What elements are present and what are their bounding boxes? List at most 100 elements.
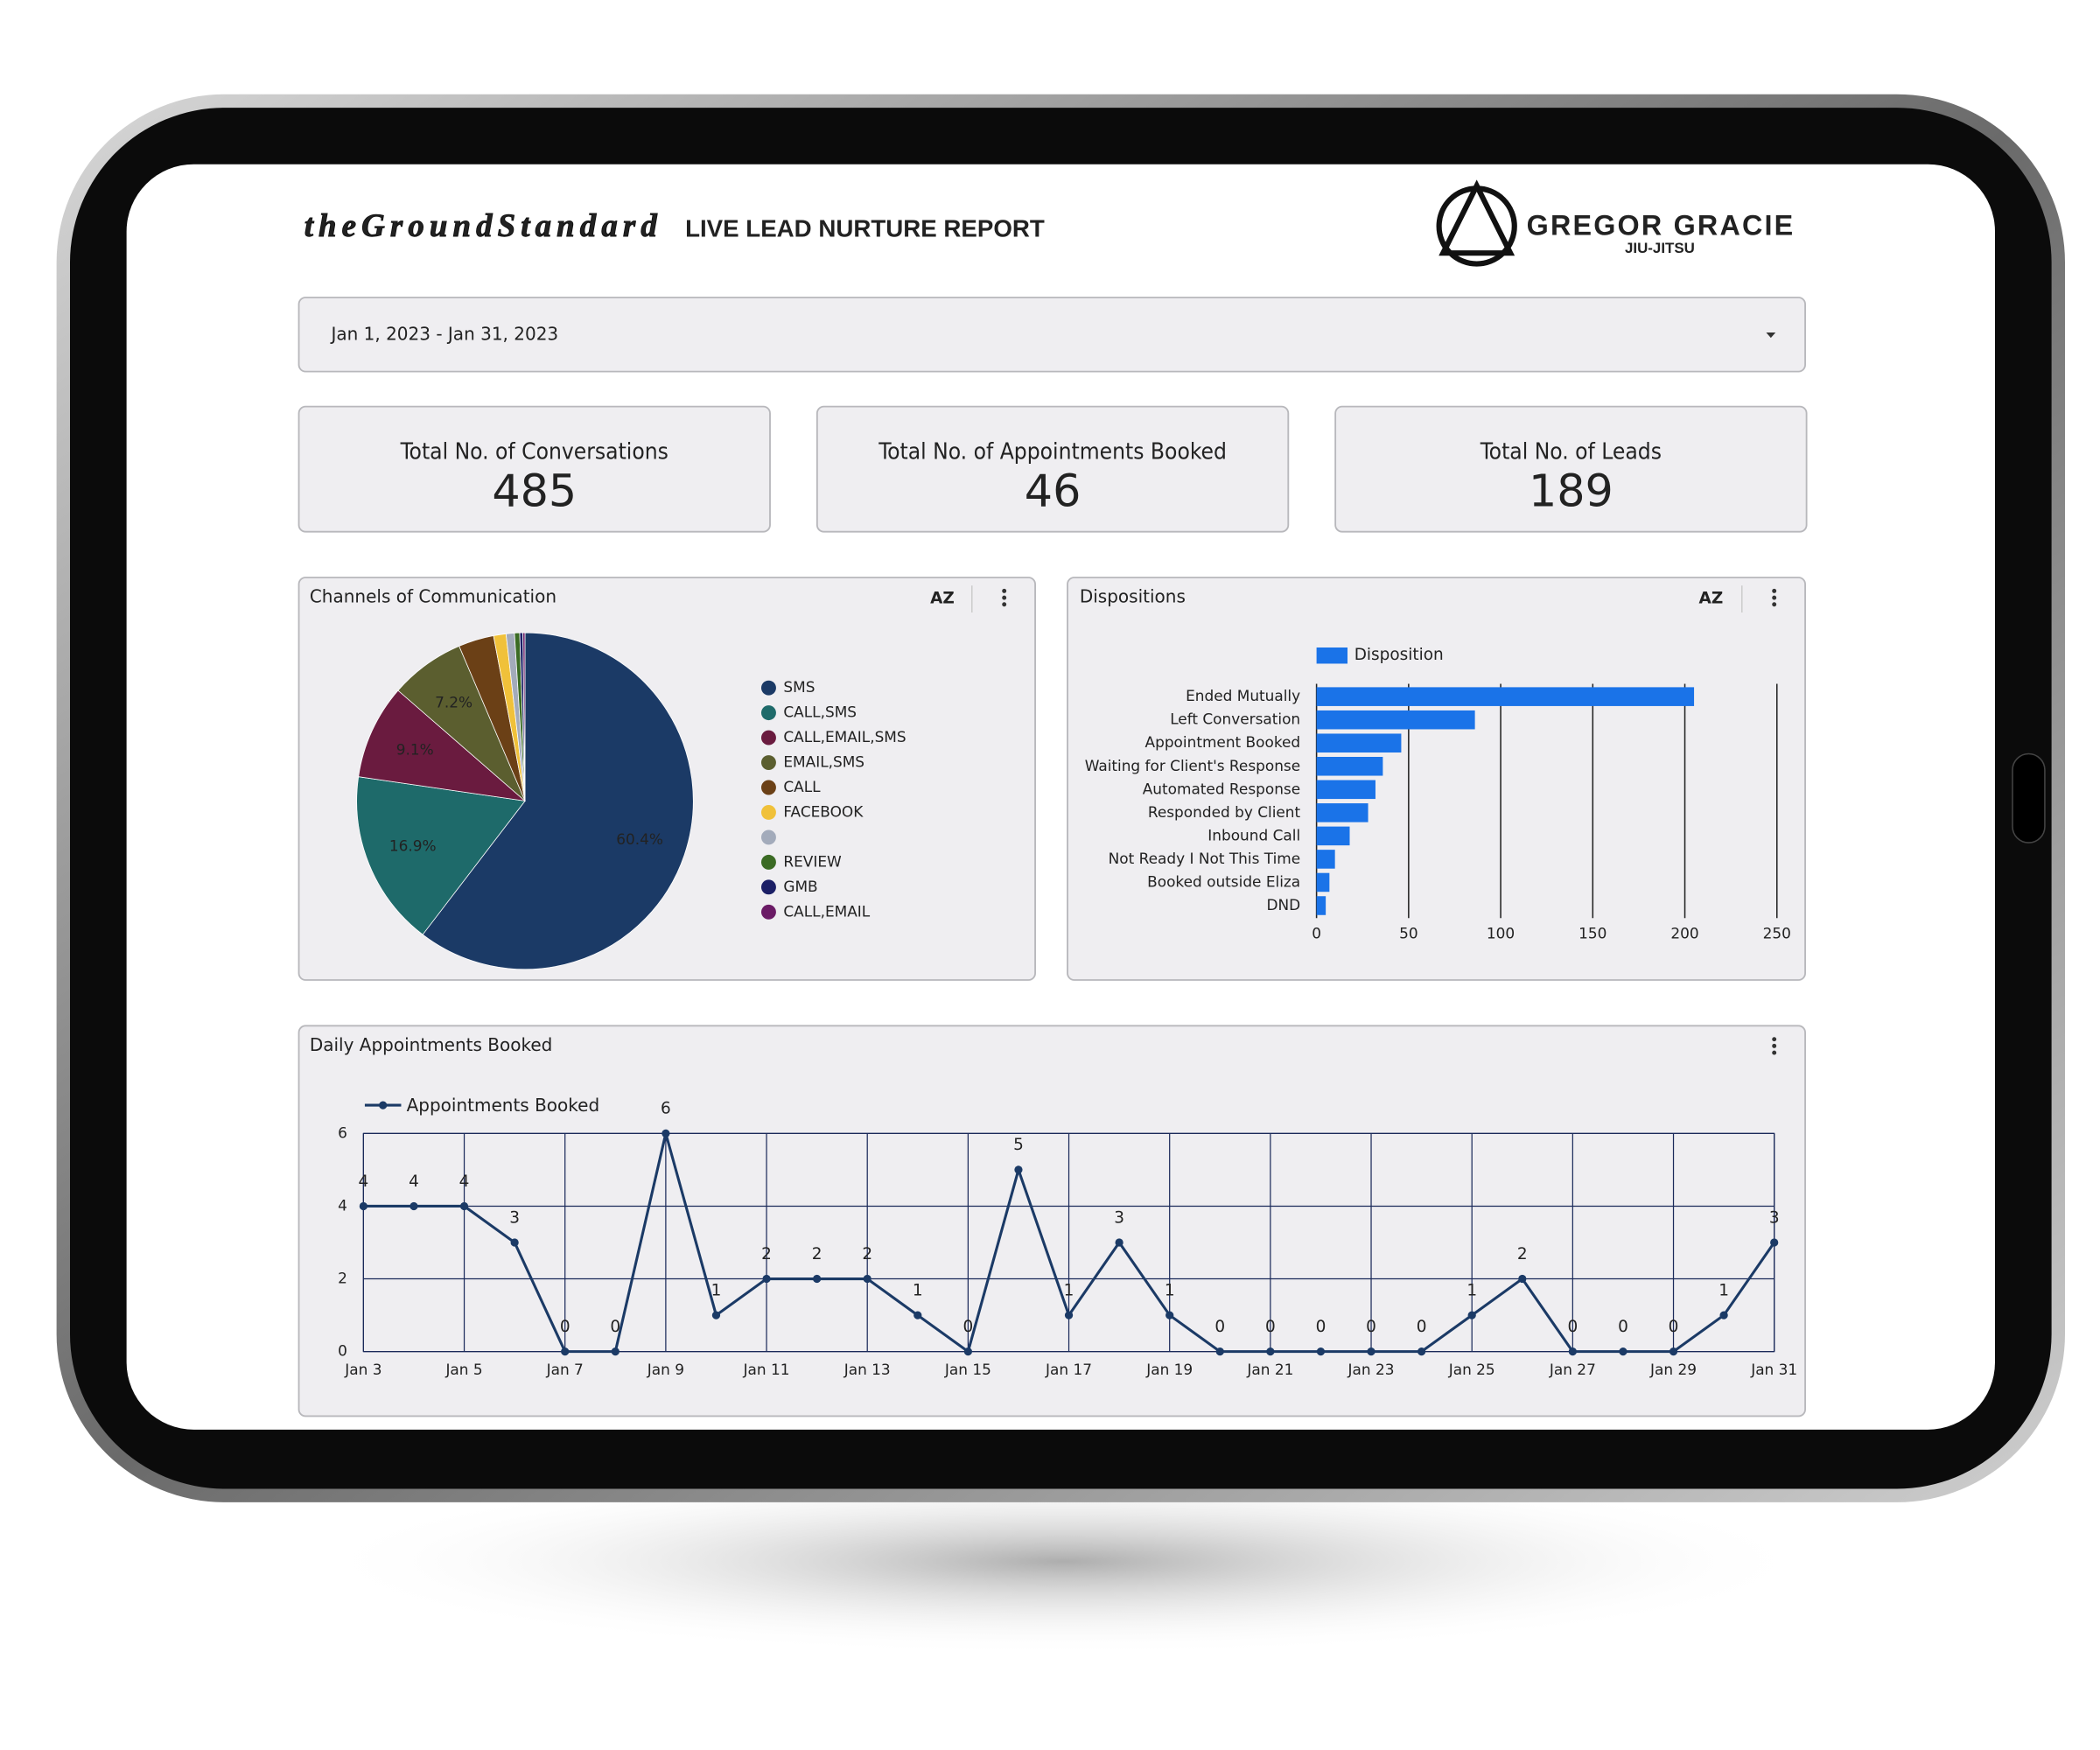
kpi-card [1334,405,1808,533]
data-label: 4 [359,1172,369,1191]
bar [1316,780,1376,800]
y-tick-label: Booked outside Eliza [1147,872,1300,890]
point [1669,1348,1678,1356]
point [863,1274,872,1284]
bar [1316,733,1402,752]
point [1619,1348,1628,1356]
slice-label: 60.4% [616,830,663,848]
data-label: 1 [1718,1281,1729,1299]
point [662,1129,670,1138]
point [813,1274,822,1284]
date-range-picker[interactable] [298,297,1806,373]
x-tick-label: Jan 3 [344,1361,382,1378]
point [1166,1311,1174,1320]
legend-swatch [761,730,776,746]
point [611,1348,620,1356]
menu-icon[interactable] [1002,588,1007,607]
legend-swatch [761,705,776,721]
x-tick-label: 150 [1578,925,1606,942]
partner-name: GREGOR GRACIE [1527,210,1794,242]
bar [1316,872,1330,892]
sort-icon[interactable]: AZ [930,590,955,608]
legend-swatch [761,780,776,795]
data-label: 0 [1316,1318,1326,1336]
y-tick-label: Automated Response [1143,780,1300,797]
x-tick-label: Jan 19 [1145,1361,1193,1378]
bar [1316,687,1695,706]
bar [1316,710,1475,730]
card-icons: AZ AZ [930,585,1777,1055]
point [1115,1238,1124,1247]
data-label: 0 [1567,1318,1578,1336]
chart-title: Channels of Communication [310,586,556,607]
kpi-value: 189 [1529,466,1614,517]
data-label: 6 [661,1100,671,1118]
data-label: 4 [409,1172,419,1191]
date-range[interactable]: Jan 1, 2023 - Jan 31, 2023 [329,324,558,345]
kpi-card [298,405,771,533]
y-tick-label: 6 [338,1124,347,1141]
kpi-value: 46 [1025,466,1082,517]
legend-label: GMB [783,878,817,895]
data-label: 5 [1013,1136,1024,1154]
sort-icon[interactable]: AZ [1699,590,1724,608]
x-tick-label: 200 [1670,925,1698,942]
bar [1316,850,1335,869]
bar [1316,757,1383,776]
data-label: 0 [1265,1318,1276,1336]
point [1316,1348,1326,1356]
legend-label: EMAIL,SMS [783,753,864,771]
slice-label: 7.2% [435,693,472,710]
y-tick-label: Not Ready I Not This Time [1109,850,1301,867]
data-label: 3 [1114,1208,1124,1227]
data-label: 0 [962,1318,973,1336]
point [1064,1311,1074,1320]
point [1266,1348,1275,1356]
shadow [309,1466,1817,1656]
y-tick-label: 4 [338,1196,347,1214]
legend-label: REVIEW [783,852,842,870]
x-tick-label: Jan 7 [546,1361,584,1378]
point [711,1311,721,1320]
y-tick-label: Waiting for Client's Response [1085,757,1300,774]
data-label: 1 [1064,1281,1074,1299]
partner-emblem-triangle [1438,179,1516,256]
chart-title: Daily Appointments Booked [310,1034,552,1055]
data-label: 0 [610,1318,620,1336]
legend-label: CALL,EMAIL,SMS [783,728,906,746]
point [1014,1166,1023,1174]
data-label: 2 [761,1245,772,1264]
menu-icon[interactable] [1772,588,1777,607]
y-tick-label: Left Conversation [1170,710,1300,728]
x-tick-label: Jan 13 [844,1361,891,1378]
menu-icon[interactable] [1772,1037,1777,1055]
data-label: 0 [560,1318,570,1336]
y-tick-label: DND [1266,896,1300,914]
slice-label: 16.9% [389,837,437,855]
x-tick-label: Jan 11 [743,1361,790,1378]
data-label: 1 [1466,1281,1477,1299]
data-label: 0 [1366,1318,1376,1336]
slice-label: 9.1% [396,741,434,759]
kpi-label: Total No. of Leads [1480,438,1662,465]
data-label: 0 [1618,1318,1628,1336]
dropdown-arrow[interactable] [1766,332,1776,339]
legend-label: CALL,EMAIL [783,902,870,920]
legend-label: FACEBOOK [783,802,864,820]
point [1568,1348,1577,1356]
point [1467,1311,1476,1320]
point [762,1274,771,1284]
legend-swatch [761,830,776,845]
legend-label: SMS [783,678,815,696]
point [1367,1348,1376,1356]
kpi-label: Total No. of Conversations [400,438,668,465]
point [561,1348,570,1356]
pie-slice [358,690,527,802]
legend-label: Disposition [1354,646,1444,664]
legend-swatch [761,755,776,770]
y-tick-label: 0 [338,1342,347,1360]
x-tick-label: Jan 27 [1549,1361,1596,1378]
